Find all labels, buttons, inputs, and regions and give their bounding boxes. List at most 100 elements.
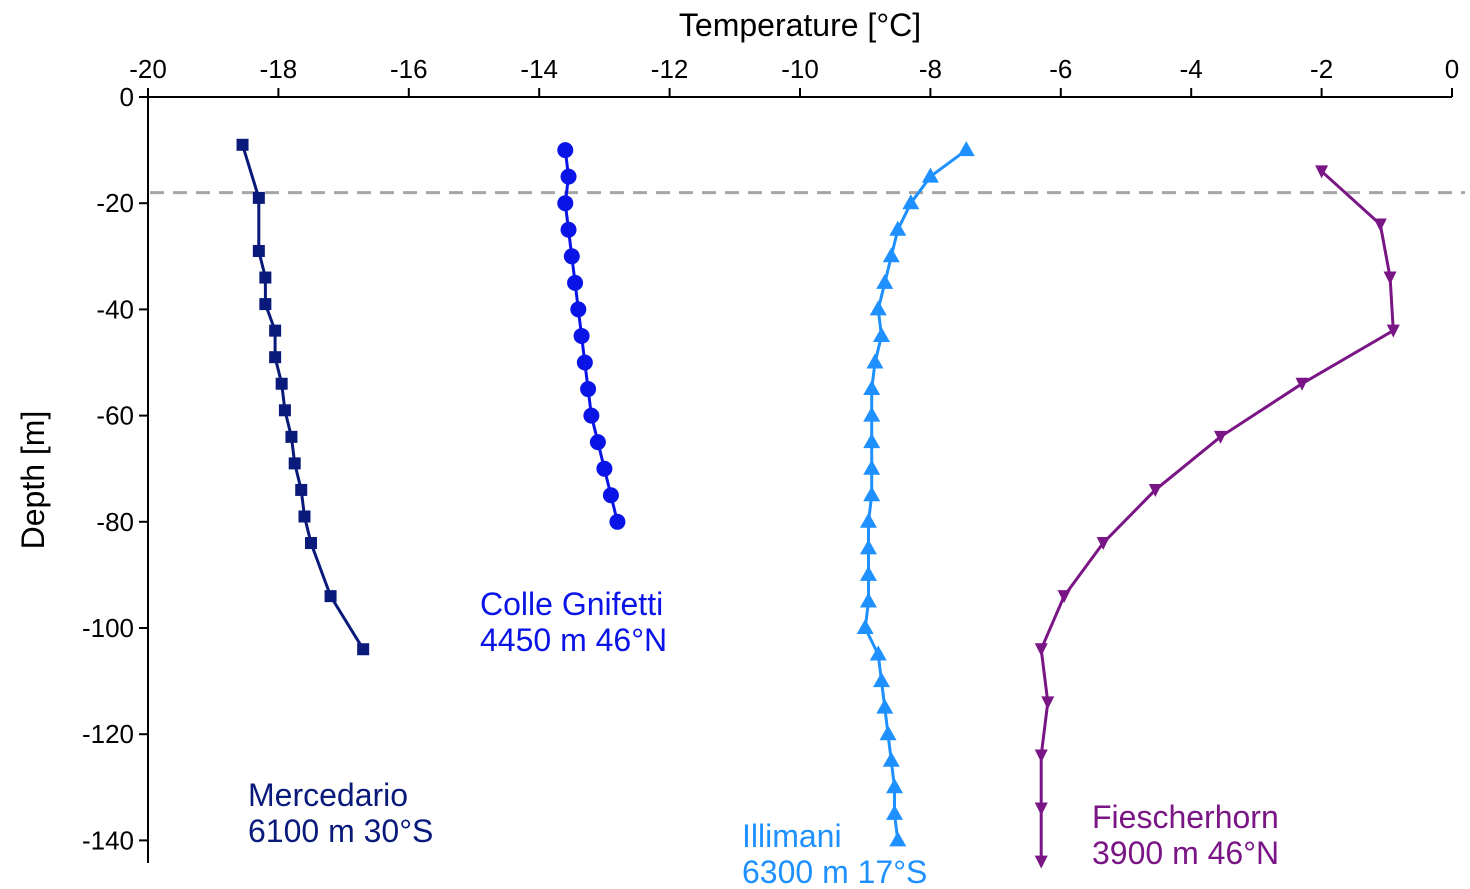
- data-point-triangle: [859, 539, 877, 555]
- x-tick-label: -4: [1180, 54, 1203, 84]
- data-point-triangle-down: [1057, 590, 1071, 604]
- data-point-square: [259, 271, 272, 284]
- y-tick-label: -20: [96, 188, 134, 218]
- series-label-line: 3900 m 46°N: [1092, 835, 1279, 871]
- data-point-triangle-down: [1034, 802, 1048, 816]
- data-point-triangle: [921, 167, 939, 183]
- data-point-triangle-down: [1315, 165, 1329, 179]
- x-tick-label: 0: [1445, 54, 1459, 84]
- data-point-triangle: [876, 273, 894, 289]
- data-point-circle: [557, 142, 574, 159]
- data-point-triangle-down: [1034, 855, 1048, 869]
- x-tick-label: -20: [129, 54, 167, 84]
- data-point-circle: [589, 434, 606, 451]
- series-label-line: Fiescherhorn: [1092, 799, 1279, 835]
- data-point-triangle: [886, 778, 904, 794]
- data-point-triangle: [859, 512, 877, 528]
- series-line: [863, 148, 968, 841]
- data-point-triangle: [882, 247, 900, 263]
- data-point-circle: [596, 460, 613, 477]
- data-point-triangle: [863, 380, 881, 396]
- data-point-triangle: [856, 619, 874, 634]
- data-point-circle: [563, 248, 580, 265]
- y-tick-label: -100: [82, 613, 134, 643]
- data-point-circle: [560, 168, 577, 185]
- data-point-triangle-down: [1034, 749, 1048, 763]
- data-point-triangle: [889, 220, 907, 236]
- data-point-square: [278, 404, 291, 417]
- series-label-line: 6300 m 17°S: [742, 854, 927, 889]
- data-point-triangle: [863, 459, 881, 475]
- data-point-triangle-down: [1096, 537, 1110, 551]
- data-point-triangle-down: [1034, 643, 1048, 657]
- data-point-square: [259, 298, 272, 311]
- data-point-circle: [609, 513, 626, 530]
- data-point-circle: [573, 327, 590, 344]
- x-tick-label: -14: [520, 54, 558, 84]
- data-point-circle: [583, 407, 600, 424]
- y-tick-label: -120: [82, 719, 134, 749]
- data-point-triangle-down: [1148, 483, 1162, 497]
- data-point-triangle: [882, 751, 900, 767]
- data-point-triangle: [869, 645, 887, 661]
- data-point-circle: [557, 195, 574, 212]
- series-label-line: Mercedario: [248, 777, 408, 813]
- data-point-circle: [576, 354, 593, 371]
- data-point-triangle: [859, 592, 877, 608]
- data-point-triangle: [889, 831, 907, 847]
- data-point-triangle: [876, 698, 894, 714]
- x-tick-label: -6: [1049, 54, 1072, 84]
- data-point-triangle-down: [1214, 430, 1228, 444]
- data-point-square: [298, 510, 311, 523]
- y-axis-title: Depth [m]: [15, 411, 51, 550]
- data-point-square: [305, 537, 317, 550]
- series-label-line: 4450 m 46°N: [480, 622, 667, 658]
- series-line: [241, 144, 365, 650]
- axes: -20 -18 -16 -14 -12 -10 -8 -6 -4 -2 0 0-20-40-60-8…: [82, 54, 1459, 863]
- data-point-triangle-down: [1386, 324, 1400, 338]
- x-tick-label: -8: [919, 54, 942, 84]
- data-point-square: [295, 483, 308, 496]
- data-point-circle: [580, 381, 597, 398]
- x-ticks: -20 -18 -16 -14 -12 -10 -8 -6 -4 -2 0: [129, 54, 1459, 97]
- data-point-triangle-down: [1295, 377, 1309, 391]
- y-tick-label: -140: [82, 825, 134, 855]
- data-point-triangle: [873, 672, 890, 688]
- x-tick-label: -16: [390, 54, 428, 84]
- data-point-square: [285, 430, 298, 443]
- data-point-square: [236, 138, 249, 151]
- x-axis-title: Temperature [°C]: [679, 7, 921, 43]
- y-tick-label: -40: [96, 294, 134, 324]
- data-point-triangle-down: [1373, 218, 1387, 232]
- series-label-line: Colle Gnifetti: [480, 586, 663, 622]
- data-point-circle: [567, 274, 584, 291]
- data-point-square: [324, 590, 337, 603]
- data-point-triangle: [886, 804, 904, 820]
- series-label-line: 6100 m 30°S: [248, 813, 433, 849]
- data-point-circle: [602, 487, 619, 504]
- data-point-triangle: [863, 486, 881, 502]
- data-point-triangle-down: [1041, 696, 1055, 710]
- x-tick-label: -12: [651, 54, 689, 84]
- x-tick-label: -18: [260, 54, 298, 84]
- y-tick-label: -80: [96, 507, 134, 537]
- series-label-line: Illimani: [742, 818, 842, 854]
- data-point-triangle-down: [1383, 271, 1397, 285]
- data-point-triangle: [902, 194, 920, 210]
- data-point-square: [252, 191, 265, 204]
- data-point-triangle: [869, 300, 887, 316]
- data-point-triangle: [863, 406, 881, 422]
- data-point-square: [288, 457, 301, 470]
- data-point-triangle: [873, 326, 890, 342]
- y-ticks: 0 -20 -40 -60 -80 -100 -120 -140: [82, 82, 148, 855]
- x-tick-label: -2: [1310, 54, 1333, 84]
- data-point-triangle: [859, 565, 877, 581]
- data-point-triangle: [957, 141, 975, 157]
- data-point-triangle: [866, 353, 884, 369]
